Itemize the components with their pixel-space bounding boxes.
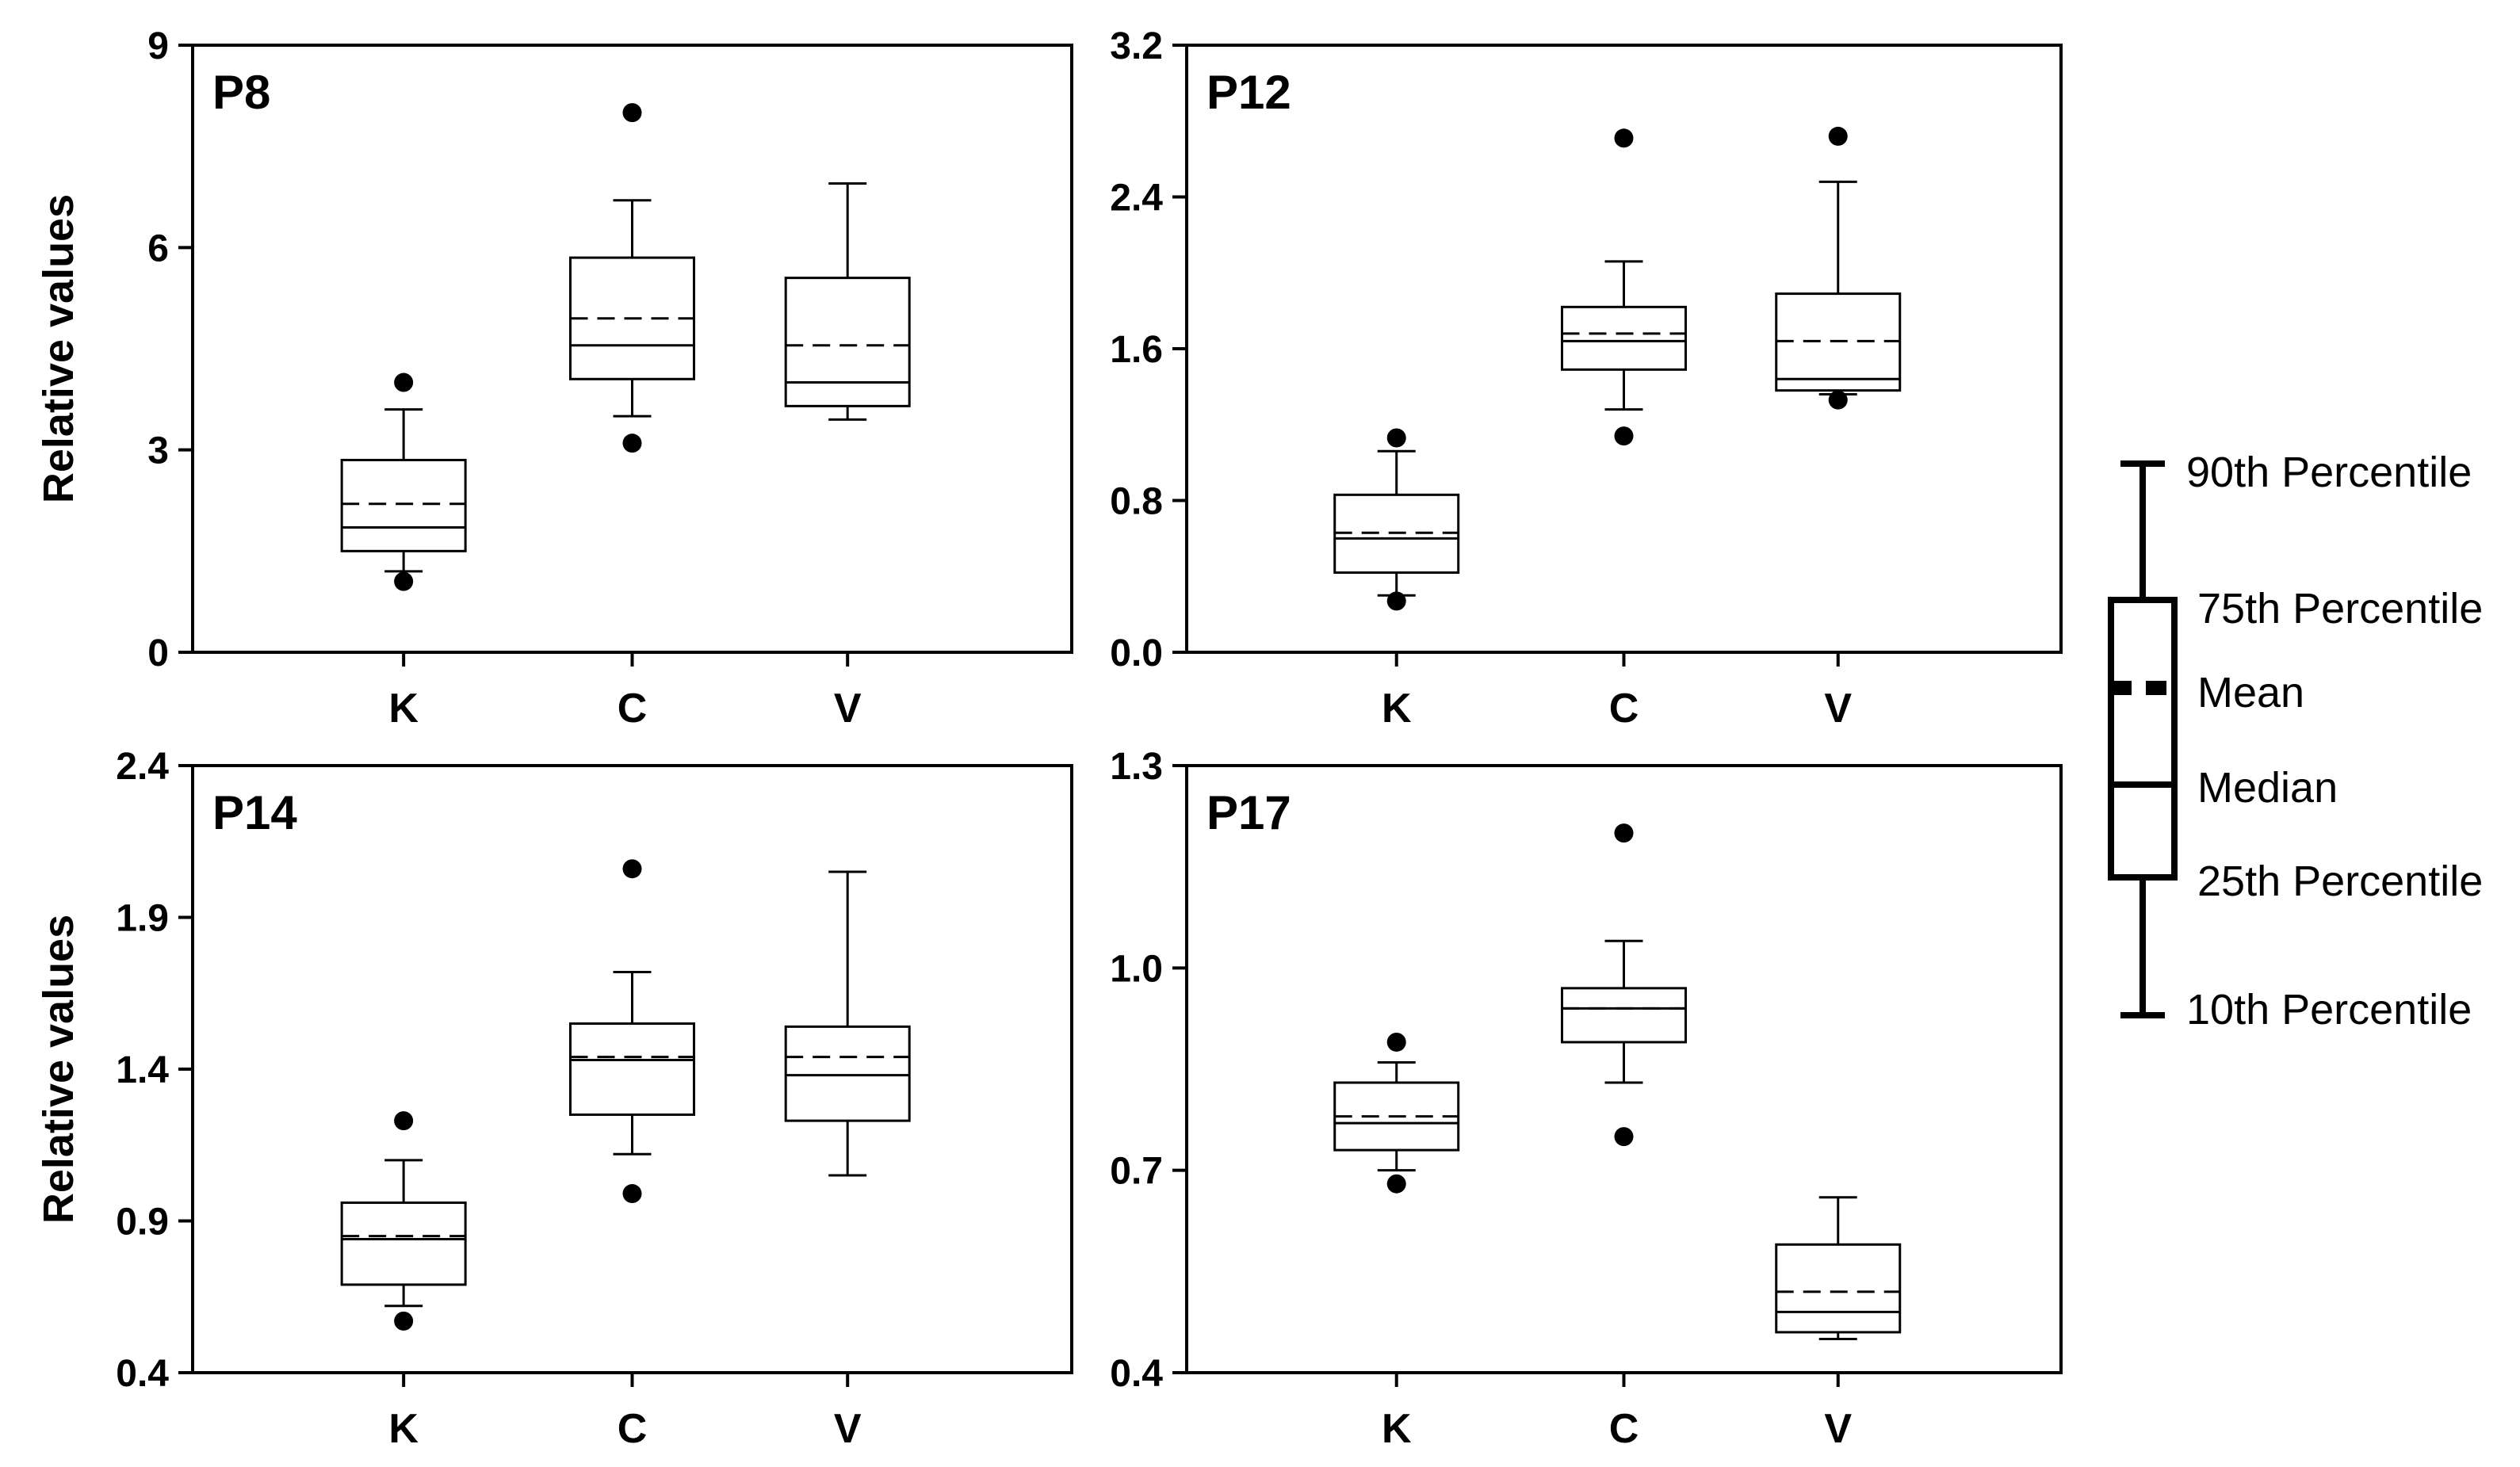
box-k	[340, 372, 467, 591]
panel-label: P8	[212, 66, 270, 119]
legend-label-p75: 75th Percentile	[2197, 585, 2483, 632]
panel-label: P14	[212, 786, 297, 839]
outlier-point	[1614, 823, 1634, 843]
outlier-point	[1828, 390, 1848, 410]
outlier-point	[394, 571, 414, 591]
outlier-point	[622, 103, 642, 123]
box-iqr	[784, 277, 911, 407]
box-iqr	[1775, 1243, 1902, 1334]
legend-label-mean: Mean	[2197, 669, 2304, 716]
box-v	[1775, 126, 1902, 410]
outlier-point	[1614, 426, 1634, 446]
x-category-label: V	[834, 686, 862, 732]
outlier-point	[1614, 1127, 1634, 1147]
outlier-point	[622, 1184, 642, 1204]
panel-label: P17	[1206, 786, 1291, 839]
outlier-point	[1386, 428, 1406, 448]
outlier-point	[622, 859, 642, 879]
y-tick-label: 0.0	[1110, 632, 1163, 674]
legend-box	[2108, 597, 2178, 881]
box-iqr	[784, 1025, 911, 1122]
y-tick-label: 1.6	[1110, 329, 1163, 371]
y-tick-label: 2.4	[116, 746, 169, 788]
y-tick-label: 6	[147, 227, 169, 269]
x-category-label: C	[1609, 686, 1639, 732]
box-iqr	[340, 458, 467, 552]
x-category-label: V	[1824, 1406, 1852, 1452]
outlier-point	[1386, 1032, 1406, 1052]
y-tick-label: 1.0	[1110, 948, 1163, 990]
outlier-point	[1386, 591, 1406, 611]
panel-p12: 0.0 0.8 1.6 2.4 3.2 K C V P12	[1110, 25, 2063, 732]
box-c	[1561, 823, 1687, 1147]
y-tick-label: 0.7	[1110, 1151, 1163, 1193]
y-tick-label: 2.4	[1110, 178, 1163, 220]
outlier-point	[1386, 1174, 1406, 1194]
box-c	[569, 859, 695, 1204]
y-tick-label: 1.9	[116, 898, 169, 940]
box-iqr	[569, 256, 695, 380]
box-iqr	[1561, 305, 1687, 371]
outlier-point	[394, 372, 414, 392]
box-c	[569, 103, 695, 453]
y-tick-label: 1.4	[116, 1049, 169, 1091]
y-tick-label: 0.9	[116, 1201, 169, 1244]
y-tick-label: 3.2	[1110, 25, 1163, 67]
box-iqr	[1333, 1081, 1460, 1152]
x-category-label: V	[834, 1406, 862, 1452]
box-iqr	[569, 1022, 695, 1116]
y-tick-label: 3	[147, 430, 169, 472]
box-k	[1333, 1032, 1460, 1194]
box-v	[784, 870, 911, 1177]
x-category-label: C	[618, 1406, 648, 1452]
y-tick-label: 9	[147, 25, 169, 67]
y-tick-label: 1.3	[1110, 746, 1163, 788]
y-tick-label: 0.8	[1110, 481, 1163, 523]
box-k	[340, 1111, 467, 1331]
panel-label: P12	[1206, 66, 1291, 119]
x-category-label: K	[1382, 686, 1412, 732]
x-category-label: C	[618, 686, 648, 732]
legend-label-median: Median	[2197, 764, 2338, 812]
box-iqr	[1561, 987, 1687, 1044]
y-tick-label: 0	[147, 632, 169, 674]
y-tick-label: 0.4	[1110, 1353, 1163, 1395]
legend-label-p10: 10th Percentile	[2186, 986, 2472, 1033]
y-axis-label: Relative values	[35, 194, 82, 503]
outlier-point	[394, 1111, 414, 1131]
outlier-point	[1614, 128, 1634, 148]
panel-p17: 0.4 0.7 1.0 1.3 K C V P17	[1110, 746, 2063, 1452]
box-c	[1561, 128, 1687, 446]
panel-p8: 0 3 6 9 K C V P8 Relative values	[35, 25, 1073, 732]
outlier-point	[394, 1311, 414, 1331]
x-category-label: K	[388, 686, 419, 732]
x-category-label: V	[1824, 686, 1852, 732]
box-v	[784, 181, 911, 421]
legend: 90th Percentile 75th Percentile Mean Med…	[2108, 449, 2483, 1033]
box-iqr	[340, 1201, 467, 1286]
outlier-point	[1828, 126, 1848, 146]
box-v	[1775, 1196, 1902, 1340]
outlier-point	[622, 434, 642, 453]
y-tick-label: 0.4	[116, 1353, 169, 1395]
y-axis-label: Relative values	[35, 915, 82, 1224]
x-category-label: K	[388, 1406, 419, 1452]
chart-panels: 0 3 6 9 K C V P8 Relative values 0.0 0.8 1.6 2.4 3.2 K…	[35, 25, 2063, 1452]
x-category-label: K	[1382, 1406, 1412, 1452]
x-category-label: C	[1609, 1406, 1639, 1452]
box-k	[1333, 428, 1460, 611]
legend-label-p90: 90th Percentile	[2186, 449, 2472, 496]
panel-p14: 0.4 0.9 1.4 1.9 2.4 K C V P14 Relative values	[35, 746, 1073, 1452]
legend-label-p25: 25th Percentile	[2197, 858, 2483, 905]
